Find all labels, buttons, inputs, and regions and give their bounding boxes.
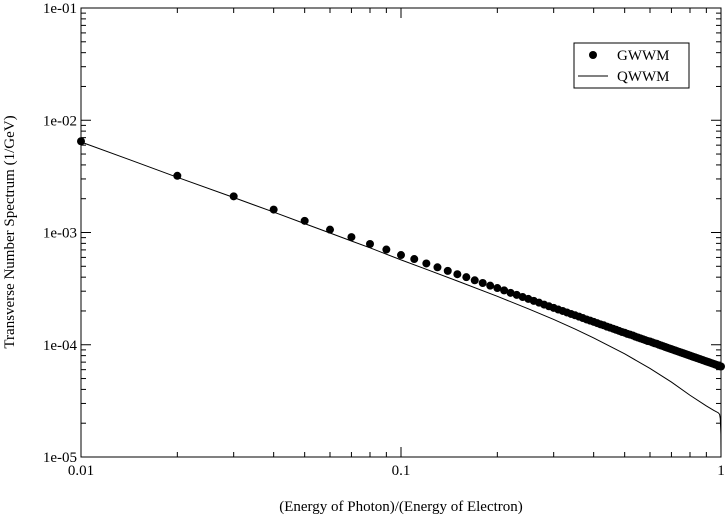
series-layer bbox=[77, 137, 725, 458]
x-tick-label: 1 bbox=[717, 463, 725, 479]
data-point-gwwm bbox=[326, 225, 335, 234]
data-point-gwwm bbox=[506, 288, 515, 297]
y-tick-label: 1e-05 bbox=[43, 450, 77, 466]
data-point-gwwm bbox=[462, 273, 471, 282]
y-tick-label: 1e-02 bbox=[43, 113, 77, 129]
x-tick-label: 0.01 bbox=[68, 463, 94, 479]
data-point-gwwm bbox=[486, 281, 495, 290]
data-point-gwwm bbox=[300, 216, 309, 225]
data-point-gwwm bbox=[500, 286, 509, 295]
data-point-gwwm bbox=[269, 205, 278, 214]
y-axis-ticks: 1e-01 1e-02 1e-03 1e-04 1e-05 bbox=[43, 1, 721, 466]
data-point-gwwm bbox=[478, 278, 487, 287]
data-point-gwwm bbox=[433, 263, 442, 272]
legend-label-qwwm: QWWM bbox=[617, 69, 670, 85]
y-tick-label: 1e-03 bbox=[43, 226, 77, 242]
data-point-gwwm bbox=[493, 284, 502, 293]
data-point-gwwm bbox=[173, 171, 182, 180]
series-line-qwwm bbox=[80, 141, 722, 458]
legend-marker-gwwm bbox=[589, 51, 597, 59]
data-point-gwwm bbox=[443, 266, 452, 275]
data-point-gwwm bbox=[347, 233, 356, 242]
y-tick-label: 1e-01 bbox=[43, 1, 77, 17]
data-point-gwwm bbox=[77, 137, 85, 146]
data-point-gwwm bbox=[397, 251, 405, 260]
x-axis-ticks: 0.01 0.1 1 bbox=[68, 8, 725, 479]
data-point-gwwm bbox=[717, 362, 725, 371]
data-point-gwwm bbox=[365, 239, 374, 248]
data-point-gwwm bbox=[453, 270, 462, 279]
x-axis-label: (Energy of Photon)/(Energy of Electron) bbox=[279, 499, 523, 515]
data-point-gwwm bbox=[470, 276, 479, 285]
y-axis-label: Transverse Number Spectrum (1/GeV) bbox=[2, 115, 18, 348]
data-point-gwwm bbox=[422, 259, 431, 268]
legend: GWWM QWWM bbox=[573, 42, 690, 89]
legend-box bbox=[573, 42, 690, 89]
legend-label-gwwm: GWWM bbox=[617, 48, 670, 64]
data-point-gwwm bbox=[382, 245, 391, 254]
x-tick-label: 0.1 bbox=[392, 463, 411, 479]
data-point-gwwm bbox=[229, 192, 238, 201]
y-tick-label: 1e-04 bbox=[43, 338, 78, 354]
data-point-gwwm bbox=[410, 255, 419, 264]
